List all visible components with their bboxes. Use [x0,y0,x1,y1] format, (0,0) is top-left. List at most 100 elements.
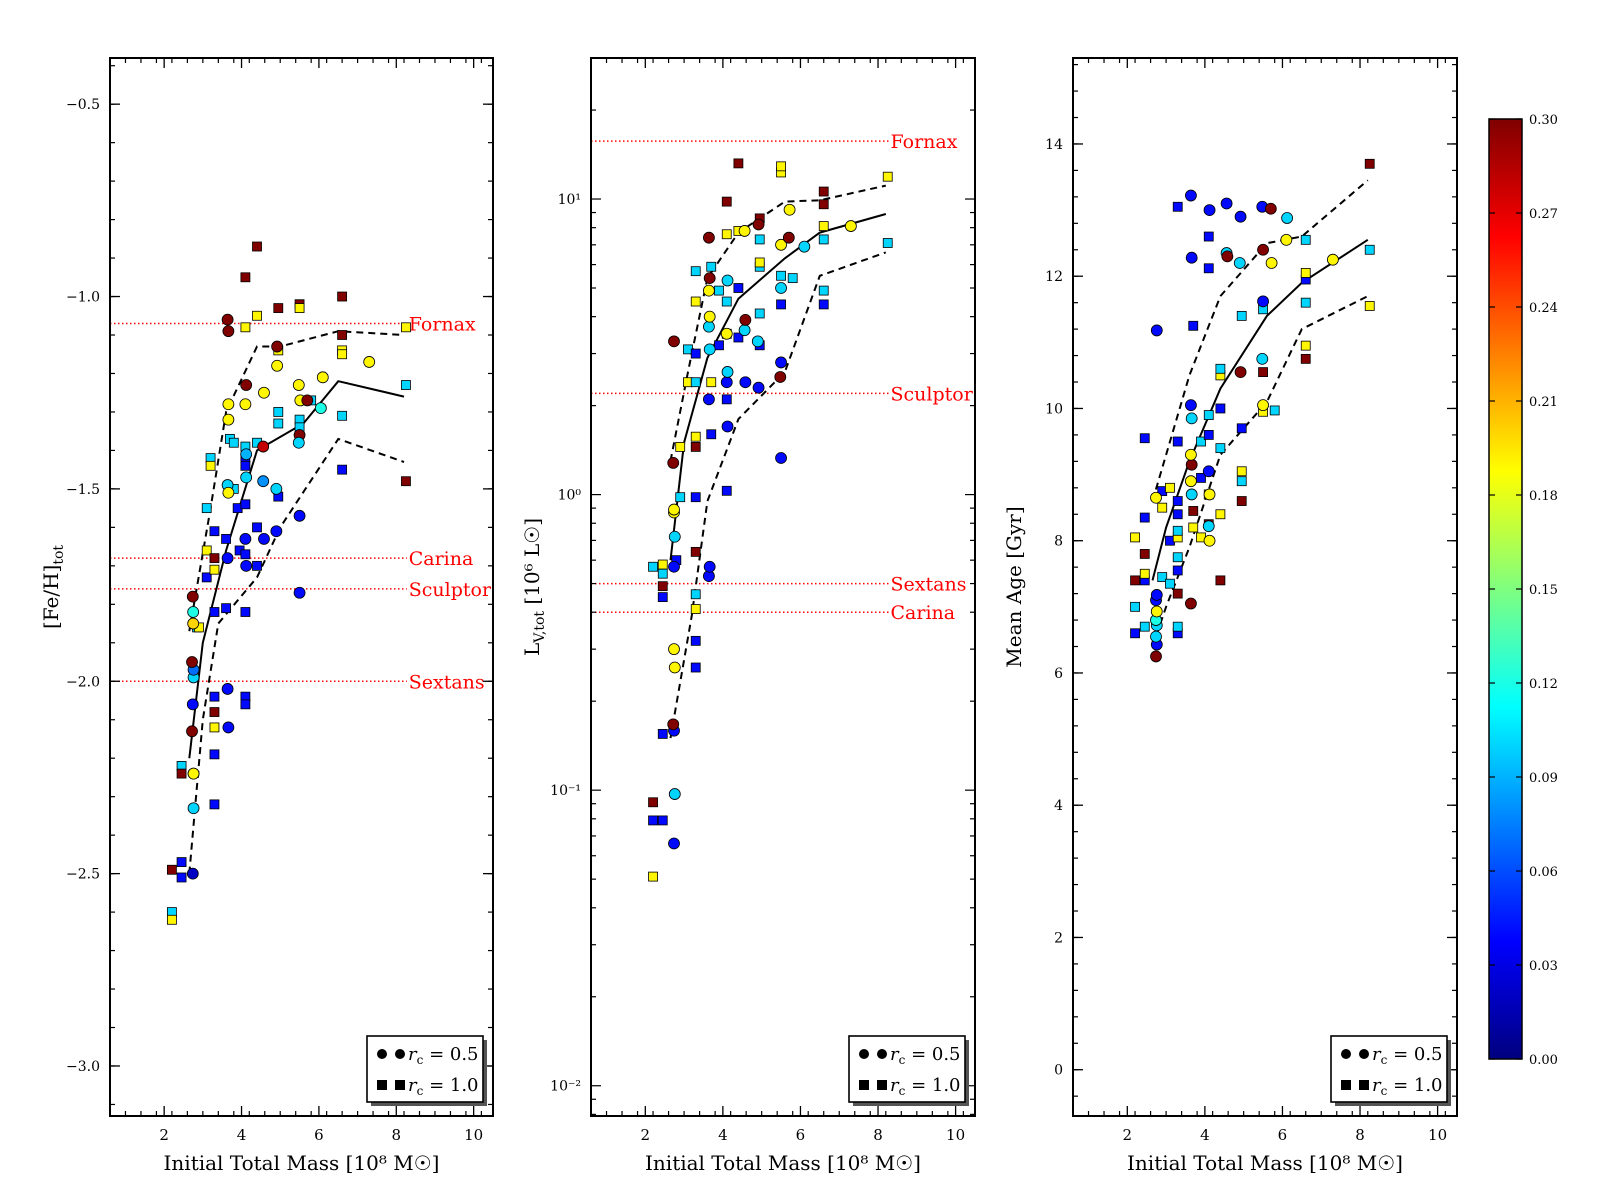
legend-label: rc = 1.0 [408,1075,479,1098]
square-point [209,526,220,537]
legend-label-subscript: c [1381,1084,1388,1098]
square-point [1236,310,1247,321]
legend-label-value: = 1.0 [1387,1075,1442,1096]
y-tick-label: −1.0 [66,290,100,306]
median-line [188,380,405,759]
circle-point [186,590,199,603]
circle-point [1150,650,1162,663]
legend-label: rc = 0.5 [890,1044,961,1067]
x-tick-label: 8 [873,1126,883,1144]
square-point [648,815,658,826]
circle-point [240,471,253,484]
square-point [1165,482,1175,493]
square-point [209,607,220,617]
circle-point [316,371,329,384]
square-point [1215,509,1226,520]
legend-square-marker [877,1080,887,1090]
square-point [657,729,668,739]
square-point [1157,572,1168,582]
square-point [1188,522,1199,533]
square-point [690,296,701,307]
square-point [754,308,765,319]
square-point [221,603,231,614]
circle-point [1185,458,1198,471]
square-point [818,299,829,310]
circle-point [1185,475,1197,488]
square-point [1157,502,1168,513]
circle-point [703,231,715,244]
square-point [1364,301,1375,311]
circle-point [186,725,198,738]
axes-frame [109,57,494,1117]
square-point [1215,443,1226,454]
upper-band-line [188,330,405,632]
circle-point [1234,366,1247,378]
circle-point [187,606,200,618]
y-tick-label: −0.5 [66,97,100,113]
circle-point [1257,243,1269,256]
circle-point [258,533,270,545]
circle-point [221,313,234,326]
square-point [252,560,262,571]
square-point [209,564,220,575]
square-point [221,534,231,544]
circle-point [221,683,234,695]
square-point [240,699,251,710]
circle-point [1185,412,1198,425]
square-point [733,332,744,343]
square-point [252,522,262,533]
legend-square-marker [377,1080,387,1090]
square-point [706,429,717,440]
square-point [1172,436,1183,447]
square-point [273,407,284,417]
square-point [690,589,701,600]
square-point [1172,509,1183,520]
legend-circle-marker [377,1049,387,1059]
reference-label-fornax: Fornax [891,131,958,153]
circle-point [221,552,234,565]
circle-point [1265,257,1278,269]
square-point [733,283,744,293]
square-point [1203,231,1214,242]
axes-frame [590,57,976,1117]
square-point [721,394,732,405]
lower-band-line [669,251,887,739]
feh-panel: Fornax Carina Sculptor Sextans 2 4 6 8 10 −3.0 −2.… [39,57,494,1175]
circle-point [774,371,787,383]
square-point [706,377,717,388]
y-tick-label: −1.5 [66,482,100,498]
square-point [754,234,765,245]
square-point [201,572,212,583]
circle-point [1185,251,1198,264]
circle-point [738,324,751,337]
legend-label: rc = 0.5 [1372,1044,1443,1067]
square-point [1130,575,1140,586]
square-point [818,186,829,197]
square-point [1188,506,1199,516]
legend-box [1330,1035,1448,1103]
median-line [669,213,887,561]
square-point [776,270,786,281]
square-point [1139,568,1150,579]
colorbar-tick-label: 0.00 [1529,1053,1558,1068]
circle-point [1185,448,1197,461]
legend-label-value: = 1.0 [423,1075,478,1096]
square-point [714,340,724,351]
reference-label-sextans: Sextans [409,671,485,693]
circle-point [667,457,680,469]
circle-point [222,486,235,499]
y-axis-label: [Fe/H]tot [39,545,67,629]
square-point [1258,367,1268,377]
circle-point [270,482,283,495]
legend-square-marker [395,1080,405,1090]
colorbar-tick-label: 0.24 [1529,301,1558,316]
circle-point [1203,204,1216,216]
square-point [1300,234,1311,245]
circle-point [292,436,305,449]
square-point [166,864,177,875]
circle-point [1150,589,1163,601]
y-axis-label-unit: [10⁶ L☉] [520,518,544,611]
x-axis-label: Initial Total Mass [10⁸ M☉] [164,1151,440,1175]
lower-band-line [188,437,405,874]
circle-point [703,343,716,356]
